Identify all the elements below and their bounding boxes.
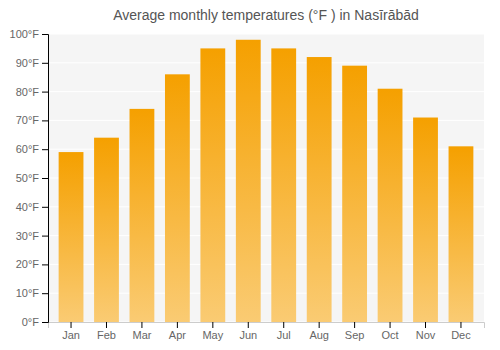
x-tick-mark	[141, 322, 142, 328]
y-tick-label: 20°F	[16, 258, 40, 270]
x-tick: Mar	[132, 322, 151, 341]
x-tick: May	[202, 322, 223, 341]
x-tick: Nov	[416, 322, 436, 341]
bar	[342, 66, 367, 322]
y-tick-label: 50°F	[16, 172, 40, 184]
x-tick-label: May	[202, 329, 223, 341]
bar	[200, 48, 225, 322]
x-tick-label: Dec	[451, 329, 471, 341]
y-tick-mark	[42, 207, 48, 208]
x-tick-label: Apr	[169, 329, 186, 341]
x-tick-label: Mar	[132, 329, 151, 341]
grid	[48, 34, 484, 322]
y-tick: 70°F	[16, 114, 48, 126]
x-tick-mark	[283, 322, 284, 328]
x-tick: Jan	[62, 322, 80, 341]
y-tick-mark	[42, 92, 48, 93]
x-tick-mark	[248, 322, 249, 328]
x-axis: Jan Feb Mar Apr May Jun Jul Aug Sep Oct Nov Dec	[49, 322, 485, 341]
y-tick-mark	[42, 178, 48, 179]
x-tick-label: Aug	[309, 329, 329, 341]
y-tick: 0°F	[22, 316, 48, 328]
bar	[378, 89, 403, 322]
grid-line	[48, 34, 484, 35]
x-tick-mark	[177, 322, 178, 328]
y-tick-mark	[42, 149, 48, 150]
x-tick-mark	[460, 322, 461, 328]
y-tick-mark	[42, 63, 48, 64]
bars	[59, 40, 474, 322]
plot-background	[48, 34, 484, 322]
x-tick-mark	[71, 322, 72, 328]
x-tick-mark	[212, 322, 213, 328]
x-tick-mark	[354, 322, 355, 328]
x-tick-label: Feb	[97, 329, 116, 341]
x-tick: Oct	[382, 322, 399, 341]
y-tick-label: 0°F	[22, 316, 40, 328]
bar	[165, 74, 190, 322]
bar	[236, 40, 261, 322]
x-tick: Jun	[239, 322, 257, 341]
bar	[271, 48, 296, 322]
y-tick: 30°F	[16, 230, 48, 242]
x-axis-line	[49, 323, 485, 329]
x-tick-label: Sep	[345, 329, 365, 341]
y-tick-label: 70°F	[16, 114, 40, 126]
y-tick-mark	[42, 264, 48, 265]
x-tick-label: Nov	[416, 329, 436, 341]
grid-line	[48, 91, 484, 92]
x-tick-mark	[106, 322, 107, 328]
y-tick-label: 10°F	[16, 287, 40, 299]
y-tick-label: 30°F	[16, 230, 40, 242]
y-tick-label: 100°F	[10, 28, 40, 40]
x-tick-label: Jan	[62, 329, 80, 341]
x-tick-label: Jun	[239, 329, 257, 341]
x-tick-label: Oct	[382, 329, 399, 341]
bar	[307, 57, 332, 322]
x-tick: Jul	[277, 322, 291, 341]
y-tick-mark	[42, 293, 48, 294]
x-tick-label: Jul	[277, 329, 291, 341]
y-axis-line	[42, 35, 49, 323]
y-tick-label: 90°F	[16, 57, 40, 69]
x-tick: Apr	[169, 322, 186, 341]
chart: Jan Feb Mar Apr May Jun Jul Aug Sep Oct Nov Dec 0°F 1…	[0, 0, 500, 350]
y-tick-mark	[42, 120, 48, 121]
title: Average monthly temperatures (°F ) in Na…	[113, 7, 419, 23]
y-tick: 90°F	[16, 57, 48, 69]
bar	[59, 152, 84, 322]
bar	[449, 146, 474, 322]
x-tick: Dec	[451, 322, 471, 341]
y-tick-label: 80°F	[16, 86, 40, 98]
y-tick: 20°F	[16, 258, 48, 270]
y-axis: 0°F 10°F 20°F 30°F 40°F 50°F 60°F 70°F 80°F 90°F 1…	[10, 28, 49, 328]
x-tick-mark	[390, 322, 391, 328]
plot: Jan Feb Mar Apr May Jun Jul Aug Sep Oct Nov Dec 0°F 1…	[10, 28, 485, 341]
y-tick-label: 60°F	[16, 143, 40, 155]
y-tick: 80°F	[16, 86, 48, 98]
y-tick-mark	[42, 34, 48, 35]
y-tick: 50°F	[16, 172, 48, 184]
y-tick: 10°F	[16, 287, 48, 299]
y-tick-mark	[42, 236, 48, 237]
bar	[130, 109, 155, 322]
bar	[413, 118, 438, 322]
y-tick: 60°F	[16, 143, 48, 155]
y-tick-mark	[42, 322, 48, 323]
x-tick: Aug	[309, 322, 329, 341]
x-tick-mark	[425, 322, 426, 328]
x-tick-mark	[319, 322, 320, 328]
x-tick: Sep	[345, 322, 365, 341]
grid-line	[48, 62, 484, 63]
bar	[94, 138, 119, 322]
x-tick: Feb	[97, 322, 116, 341]
y-tick: 100°F	[10, 28, 48, 40]
y-tick: 40°F	[16, 201, 48, 213]
y-tick-label: 40°F	[16, 201, 40, 213]
